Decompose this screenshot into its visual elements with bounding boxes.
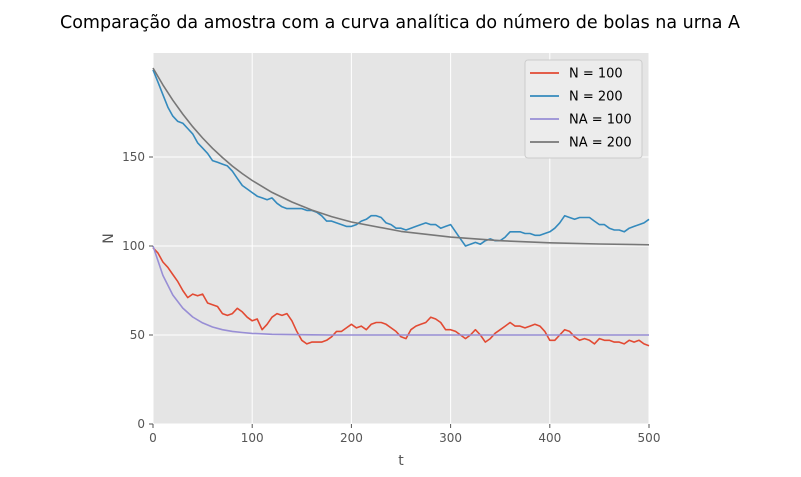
series-line-1 <box>152 247 650 347</box>
series-line-3 <box>152 245 649 336</box>
series-line-4 <box>152 67 650 246</box>
legend: N = 100 N = 200 NA = 100 NA = 200 <box>524 59 643 159</box>
legend-box <box>524 59 643 159</box>
x-tick-label: 0 <box>149 431 157 445</box>
x-axis-label: t <box>398 453 404 469</box>
x-tick-label: 400 <box>538 431 561 445</box>
y-tick-label: 100 <box>122 239 145 253</box>
chart-title: Comparação da amostra com a curva analít… <box>60 13 740 33</box>
y-tick-label: 0 <box>137 417 145 431</box>
x-tick-label: 100 <box>241 431 264 445</box>
y-tick-label: 50 <box>130 328 145 342</box>
y-tick-label: 150 <box>122 150 145 164</box>
axis-ticks: 0 100 200 300 400 500 0 50 100 150 <box>122 150 660 445</box>
legend-label: N = 200 <box>569 90 623 105</box>
x-tick-label: 200 <box>340 431 363 445</box>
series-lines <box>152 67 650 347</box>
x-tick-label: 500 <box>638 431 661 445</box>
y-axis-label: N <box>101 233 117 243</box>
legend-label: NA = 100 <box>569 113 632 128</box>
legend-label: N = 100 <box>569 67 623 82</box>
series-line-2 <box>152 69 650 247</box>
x-tick-label: 300 <box>439 431 462 445</box>
legend-label: NA = 200 <box>569 136 632 151</box>
